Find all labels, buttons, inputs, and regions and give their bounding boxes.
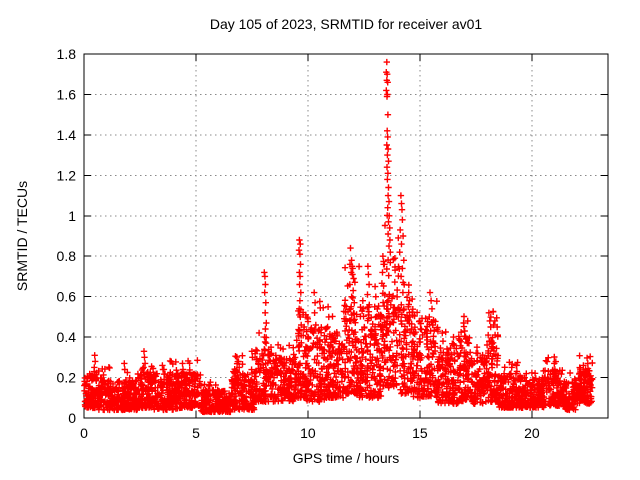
scatter-points [81,58,596,416]
svg-text:0.2: 0.2 [57,370,77,386]
svg-text:0.4: 0.4 [57,329,77,345]
svg-text:1.4: 1.4 [57,127,77,143]
svg-text:0: 0 [80,425,88,441]
svg-text:0.8: 0.8 [57,248,77,264]
x-axis-label: GPS time / hours [292,450,400,466]
svg-text:1.2: 1.2 [57,167,77,183]
axis-ticks [83,53,608,419]
svg-text:20: 20 [524,425,540,441]
svg-text:5: 5 [192,425,200,441]
axis-tick-labels: 0 0.2 0.4 0.6 0.8 1 1.2 1.4 1.6 1.8 0 5 10 15 20 [57,46,540,441]
svg-text:1.8: 1.8 [57,46,77,62]
svg-text:10: 10 [300,425,316,441]
chart-title: Day 105 of 2023, SRMTID for receiver av0… [209,16,483,32]
plot-border [83,53,609,419]
svg-text:1.6: 1.6 [57,86,77,102]
grid-lines [85,55,607,417]
svg-text:1: 1 [68,208,76,224]
svg-text:0: 0 [68,410,76,426]
svg-text:0.6: 0.6 [57,289,77,305]
svg-text:15: 15 [412,425,428,441]
